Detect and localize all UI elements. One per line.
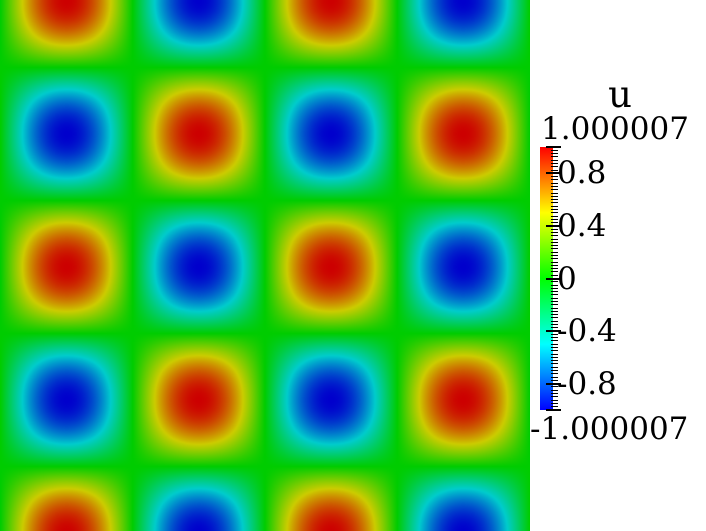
field-heatmap xyxy=(0,0,530,531)
colorbar-minor-tick xyxy=(551,261,558,263)
colorbar-tick-label: -0.8 xyxy=(557,365,617,402)
colorbar-minor-tick xyxy=(551,156,558,158)
colorbar-minor-tick xyxy=(551,149,558,151)
colorbar-minor-tick xyxy=(551,373,558,375)
colorbar-minor-tick xyxy=(551,386,558,388)
colorbar-tick-label: 0.4 xyxy=(557,207,607,244)
colorbar-minor-tick xyxy=(551,268,558,270)
colorbar-minor-tick xyxy=(551,301,558,302)
colorbar-minor-tick xyxy=(551,235,558,237)
colorbar-minor-tick xyxy=(551,153,558,155)
colorbar-minor-tick xyxy=(551,324,558,326)
colorbar-minor-tick xyxy=(551,271,558,273)
colorbar-tick-label: -0.4 xyxy=(557,313,617,350)
colorbar-minor-tick xyxy=(551,166,558,168)
colorbar-minor-tick xyxy=(551,287,558,289)
colorbar-minor-tick xyxy=(551,199,558,201)
colorbar-minor-tick xyxy=(551,162,558,164)
colorbar-minor-tick xyxy=(551,238,558,240)
colorbar-minor-tick xyxy=(551,202,558,204)
colorbar-minor-tick xyxy=(551,284,558,286)
colorbar-minor-tick xyxy=(551,347,558,349)
colorbar-minor-tick xyxy=(551,337,558,339)
colorbar-major-tick xyxy=(546,277,561,280)
colorbar-minor-tick xyxy=(551,248,558,250)
colorbar-minor-tick xyxy=(551,264,558,266)
colorbar-minor-tick xyxy=(551,208,558,210)
colorbar-minor-tick xyxy=(551,179,558,181)
colorbar-minor-tick xyxy=(551,317,558,319)
colorbar-major-tick xyxy=(546,172,561,175)
colorbar-minor-tick xyxy=(551,363,558,365)
colorbar-minor-tick xyxy=(551,291,558,293)
colorbar-minor-tick xyxy=(551,192,558,194)
colorbar-minor-tick xyxy=(551,195,558,197)
colorbar-minor-tick xyxy=(551,356,558,358)
colorbar-minor-tick xyxy=(551,212,558,214)
colorbar-minor-tick xyxy=(551,251,558,253)
colorbar-minor-tick xyxy=(551,340,558,342)
colorbar-max-label: 1.000007 xyxy=(541,111,689,147)
colorbar-minor-tick xyxy=(551,281,558,283)
colorbar-title: u xyxy=(608,73,632,116)
colorbar-minor-tick xyxy=(551,402,558,404)
colorbar-minor-tick xyxy=(551,327,558,329)
colorbar-minor-tick xyxy=(551,215,558,217)
colorbar-minor-tick xyxy=(551,241,558,243)
colorbar-major-tick xyxy=(546,224,561,227)
colorbar-major-tick xyxy=(546,382,561,385)
colorbar-minor-tick xyxy=(551,314,558,316)
colorbar-minor-tick xyxy=(551,389,558,391)
colorbar-minor-tick xyxy=(551,370,558,372)
colorbar-minor-tick xyxy=(551,304,558,306)
colorbar-minor-tick xyxy=(551,189,558,191)
colorbar-tick-label: 0.8 xyxy=(557,155,607,192)
colorbar-minor-tick xyxy=(551,320,558,322)
colorbar-major-tick xyxy=(546,330,561,333)
colorbar-minor-tick xyxy=(551,176,558,178)
colorbar-minor-tick xyxy=(551,379,558,381)
colorbar-minor-tick xyxy=(551,406,558,408)
colorbar-minor-tick xyxy=(551,360,558,362)
colorbar-minor-tick xyxy=(551,307,558,309)
colorbar-minor-tick xyxy=(551,393,558,395)
colorbar-minor-tick xyxy=(551,366,558,368)
colorbar-minor-tick xyxy=(551,222,558,224)
colorbar-minor-tick xyxy=(551,159,558,161)
colorbar-minor-tick xyxy=(551,245,558,247)
colorbar-minor-tick xyxy=(551,258,558,260)
colorbar-minor-tick xyxy=(551,350,558,352)
colorbar-minor-tick xyxy=(551,353,558,355)
colorbar-minor-tick xyxy=(551,333,558,335)
colorbar-minor-tick xyxy=(551,399,558,401)
colorbar-minor-tick xyxy=(551,182,558,184)
colorbar-minor-tick xyxy=(551,294,558,296)
colorbar-minor-tick xyxy=(551,254,558,256)
colorbar-minor-tick xyxy=(551,310,558,312)
colorbar-minor-tick xyxy=(551,274,558,276)
colorbar-minor-tick xyxy=(551,205,558,207)
colorbar-minor-tick xyxy=(551,343,558,345)
colorbar-min-label: -1.000007 xyxy=(530,411,689,447)
colorbar-major-tick xyxy=(546,146,561,148)
colorbar-minor-tick xyxy=(551,218,558,220)
colorbar-minor-tick xyxy=(551,376,558,378)
colorbar-tick-label: 0 xyxy=(557,260,577,297)
colorbar-minor-tick xyxy=(551,228,558,230)
colorbar-minor-tick xyxy=(551,231,558,233)
colorbar-minor-tick xyxy=(551,169,558,171)
colorbar-major-tick xyxy=(546,409,561,411)
colorbar-minor-tick xyxy=(551,297,558,299)
colorbar-minor-tick xyxy=(551,396,558,398)
colorbar-minor-tick xyxy=(551,185,558,187)
